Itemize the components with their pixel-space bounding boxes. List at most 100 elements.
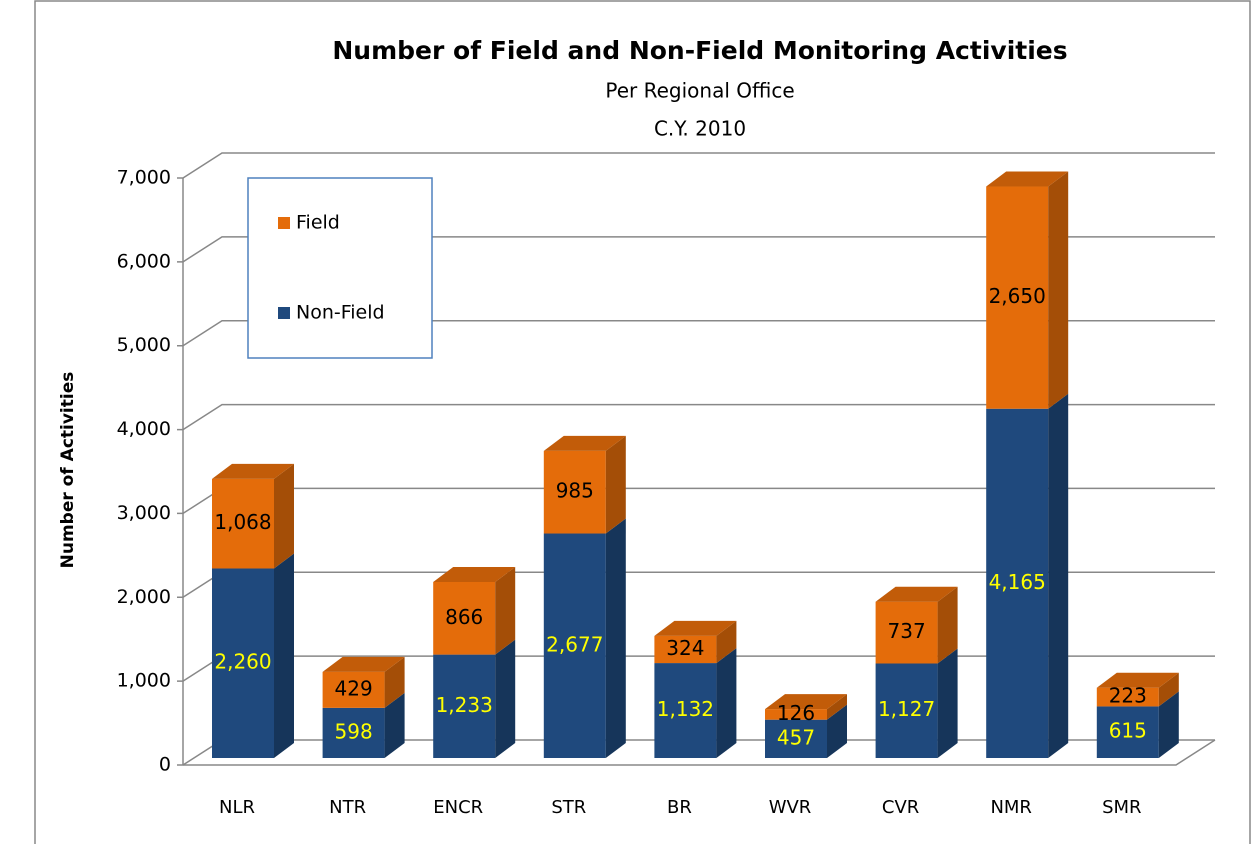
value-label: 985 bbox=[556, 479, 594, 503]
bar-segment bbox=[875, 648, 958, 758]
bar-segment bbox=[875, 586, 958, 664]
bar-side bbox=[495, 639, 516, 758]
bar-top bbox=[875, 586, 958, 602]
y-tick-label: 3,000 bbox=[117, 502, 171, 524]
bar-front bbox=[654, 635, 717, 664]
bar-segment bbox=[765, 704, 847, 758]
bar-front bbox=[765, 709, 827, 720]
bar-front bbox=[322, 671, 385, 708]
y-tick-label: 4,000 bbox=[117, 418, 171, 440]
bar-side bbox=[716, 648, 737, 758]
x-tick-label: BR bbox=[667, 797, 692, 818]
bar-top bbox=[433, 566, 516, 582]
chart-border bbox=[34, 0, 1251, 844]
bar-segment bbox=[433, 566, 516, 655]
bar-segment bbox=[1096, 672, 1179, 707]
value-label: 1,068 bbox=[214, 510, 271, 534]
value-label: 223 bbox=[1109, 684, 1147, 708]
x-tick-label: NLR bbox=[219, 797, 255, 818]
bar-top bbox=[765, 694, 847, 710]
bar-side bbox=[1048, 171, 1069, 409]
bar-front bbox=[212, 568, 274, 758]
value-label: 615 bbox=[1109, 719, 1147, 743]
bar-segment bbox=[654, 620, 737, 664]
bar-front bbox=[765, 719, 827, 758]
chart-subtitle: Per Regional Office bbox=[605, 79, 794, 103]
bar-side bbox=[274, 553, 294, 758]
value-label: 2,260 bbox=[214, 650, 271, 674]
value-label: 737 bbox=[888, 619, 926, 643]
bar-segment bbox=[433, 639, 516, 758]
chart-subtitle: C.Y. 2010 bbox=[654, 117, 746, 141]
bar-front bbox=[986, 186, 1049, 409]
bar-front bbox=[433, 654, 496, 758]
y-tick-label: 2,000 bbox=[117, 586, 171, 608]
bar-front bbox=[1096, 687, 1159, 707]
x-tick-label: NTR bbox=[329, 797, 366, 818]
bar-front bbox=[654, 663, 717, 758]
bar-side bbox=[937, 648, 958, 758]
bar-side bbox=[1048, 393, 1069, 758]
value-label: 429 bbox=[335, 676, 373, 700]
value-label: 324 bbox=[666, 636, 704, 660]
grid-line bbox=[177, 571, 1215, 599]
y-tick-label: 5,000 bbox=[117, 334, 171, 356]
bar-top bbox=[212, 463, 294, 479]
bar-segment bbox=[322, 692, 405, 758]
x-tick-label: SMR bbox=[1102, 797, 1141, 818]
bar-segment bbox=[212, 463, 294, 569]
x-tick-label: STR bbox=[551, 797, 586, 818]
legend-swatch bbox=[278, 217, 290, 229]
legend-box bbox=[247, 177, 433, 359]
legend-swatch bbox=[278, 307, 290, 319]
y-tick-label: 0 bbox=[159, 754, 171, 776]
value-label: 598 bbox=[335, 719, 373, 743]
bar-side bbox=[827, 694, 847, 720]
value-label: 1,132 bbox=[657, 697, 714, 721]
bar-segment bbox=[986, 393, 1069, 758]
bar-segment bbox=[654, 648, 737, 758]
bar-front bbox=[212, 478, 274, 569]
bar-front bbox=[986, 408, 1049, 758]
bar-side bbox=[1158, 672, 1179, 707]
x-tick-label: CVR bbox=[882, 797, 919, 818]
chart-title: Number of Field and Non-Field Monitoring… bbox=[332, 36, 1067, 65]
bar-front bbox=[433, 581, 496, 655]
bar-segment bbox=[1096, 691, 1179, 758]
y-axis-label: Number of Activities bbox=[58, 372, 78, 569]
bar-side bbox=[384, 692, 405, 758]
bar-segment bbox=[986, 171, 1069, 409]
bar-front bbox=[322, 707, 385, 758]
grid-line bbox=[177, 319, 1215, 347]
bar-top bbox=[543, 435, 626, 451]
bar-segment bbox=[543, 435, 626, 534]
x-tick-label: ENCR bbox=[433, 797, 483, 818]
legend-label: Field bbox=[296, 212, 340, 234]
bar-front bbox=[543, 450, 606, 534]
grid-line bbox=[177, 403, 1215, 431]
bar-segment bbox=[212, 553, 294, 758]
value-label: 866 bbox=[445, 605, 483, 629]
bar-side bbox=[605, 435, 626, 534]
bar-front bbox=[875, 663, 938, 758]
bar-side bbox=[384, 656, 405, 708]
value-label: 2,677 bbox=[546, 632, 603, 656]
bar-top bbox=[654, 620, 737, 636]
bar-segment bbox=[322, 656, 405, 708]
value-label: 457 bbox=[777, 725, 815, 749]
bar-top bbox=[322, 656, 405, 672]
value-label: 126 bbox=[777, 701, 815, 725]
bar-side bbox=[937, 586, 958, 664]
bar-front bbox=[875, 601, 938, 664]
x-tick-label: NMR bbox=[990, 797, 1032, 818]
bar-side bbox=[274, 463, 294, 569]
legend: Field Non-Field bbox=[247, 177, 433, 359]
bar-side bbox=[827, 704, 847, 758]
bar-side bbox=[1158, 691, 1179, 758]
bar-top bbox=[1096, 672, 1179, 688]
floor bbox=[183, 739, 1216, 766]
bar-segment bbox=[765, 694, 847, 720]
bar-side bbox=[605, 518, 626, 758]
bars: 2,260 1,068 598 429 1,233 866 2,677 985 1,132 324… bbox=[212, 171, 1179, 758]
